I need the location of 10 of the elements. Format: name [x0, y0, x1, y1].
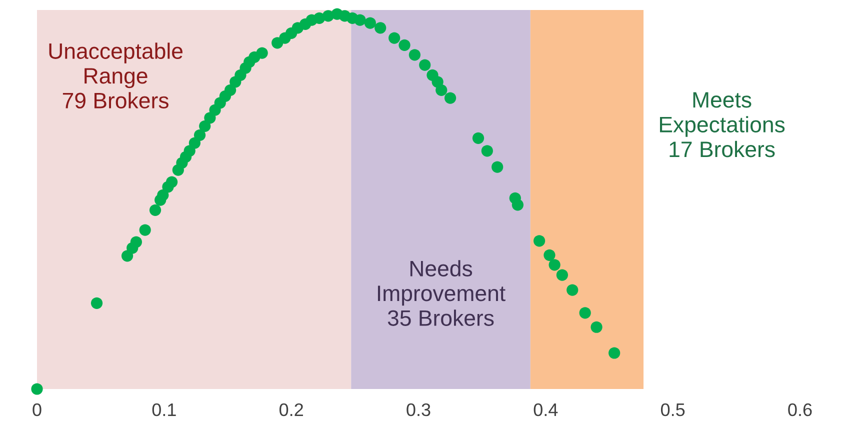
- x-tick-label: 0.5: [660, 403, 685, 416]
- band-label: Unacceptable Range 79 Brokers: [49, 42, 182, 108]
- band-label: Meets Expectations 17 Brokers: [660, 92, 785, 158]
- band-label: Needs Improvement 35 Brokers: [378, 260, 506, 326]
- x-tick-label: 0.3: [406, 403, 430, 416]
- x-tick-label: 0.4: [534, 403, 558, 416]
- x-tick-label: 0.1: [152, 403, 176, 416]
- x-tick-label: 0.2: [279, 403, 303, 416]
- x-tick-label: 0: [32, 403, 42, 416]
- x-tick-label: 0.6: [788, 403, 812, 416]
